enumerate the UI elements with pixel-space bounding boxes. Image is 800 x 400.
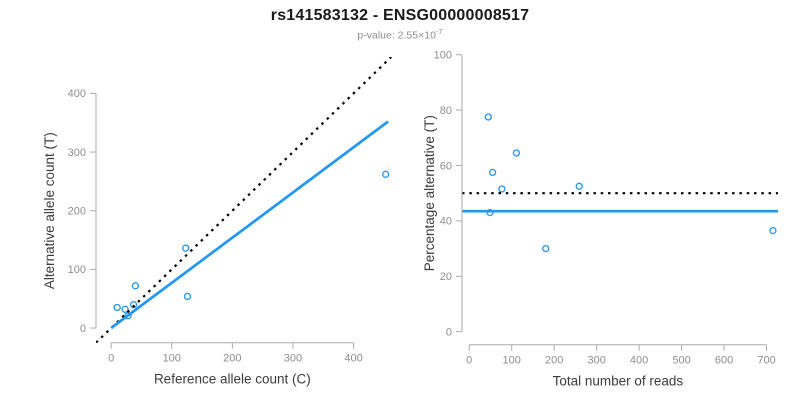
y-tick-label: 100 <box>434 50 452 62</box>
x-tick-label: 0 <box>466 355 472 367</box>
x-tick-label: 300 <box>587 355 605 367</box>
x-tick-label: 200 <box>223 353 241 365</box>
data-point <box>542 244 550 253</box>
x-tick-label: 100 <box>503 355 521 367</box>
y-tick-label: 40 <box>440 216 452 228</box>
data-point <box>498 185 506 193</box>
y-tick-label: 60 <box>440 160 452 172</box>
x-tick-label: 700 <box>757 355 775 367</box>
x-axis-title: Total number of reads <box>553 374 684 389</box>
x-tick-label: 0 <box>108 353 114 365</box>
y-tick-label: 0 <box>80 323 86 335</box>
x-tick-label: 100 <box>163 353 181 365</box>
x-tick-label: 300 <box>284 353 302 365</box>
x-axis-title: Reference allele count (C) <box>154 372 311 387</box>
p-value-text: p-value: 2.55×10 <box>357 29 436 42</box>
y-tick-label: 20 <box>440 271 452 283</box>
identity-line <box>96 57 392 343</box>
x-tick-label: 600 <box>715 355 733 367</box>
allele-count-scatter-plot: 0 100 200 300 400 0 100 200 300 400 Reference alle… <box>42 57 392 387</box>
data-point <box>182 244 190 252</box>
data-point <box>121 305 129 313</box>
y-tick-label: 0 <box>446 326 452 338</box>
y-tick-label: 80 <box>440 105 452 117</box>
x-tick-label: 400 <box>344 353 362 365</box>
x-tick-label: 500 <box>672 355 690 367</box>
data-point <box>512 149 521 157</box>
y-tick-label: 400 <box>68 88 86 100</box>
percentage-reads-scatter-plot: 0 20 40 60 80 100 0 100 200 300 400 500 600 700 Total … <box>422 50 778 389</box>
y-axis-title: Alternative allele count (T) <box>42 132 57 289</box>
y-axis-title: Percentage alternative (T) <box>422 115 437 271</box>
data-point <box>484 113 492 121</box>
data-point <box>486 208 494 217</box>
data-point <box>113 303 121 312</box>
y-tick-label: 300 <box>68 147 86 159</box>
points-layer <box>484 113 777 253</box>
data-point <box>131 282 140 290</box>
data-point <box>183 292 192 301</box>
axes-layer: 0 100 200 300 400 0 100 200 300 400 <box>68 88 363 365</box>
data-point <box>769 226 777 235</box>
y-tick-label: 100 <box>68 264 86 276</box>
data-point <box>382 170 390 178</box>
x-tick-label: 200 <box>545 355 563 367</box>
lines-layer <box>96 57 392 343</box>
chart-title: rs141583132 - ENSG00000008517 <box>270 7 530 24</box>
y-tick-label: 200 <box>68 206 86 218</box>
lines-layer <box>462 192 778 213</box>
x-tick-label: 400 <box>630 355 648 367</box>
p-value-exponent: -7 <box>435 27 443 36</box>
fit-line <box>110 120 389 330</box>
data-point <box>488 168 497 177</box>
data-point <box>575 182 583 190</box>
p-value-subtitle: p-value: 2.55×10-7 <box>0 27 800 42</box>
axes-layer: 0 20 40 60 80 100 0 100 200 300 400 500 600 700 <box>434 50 776 367</box>
